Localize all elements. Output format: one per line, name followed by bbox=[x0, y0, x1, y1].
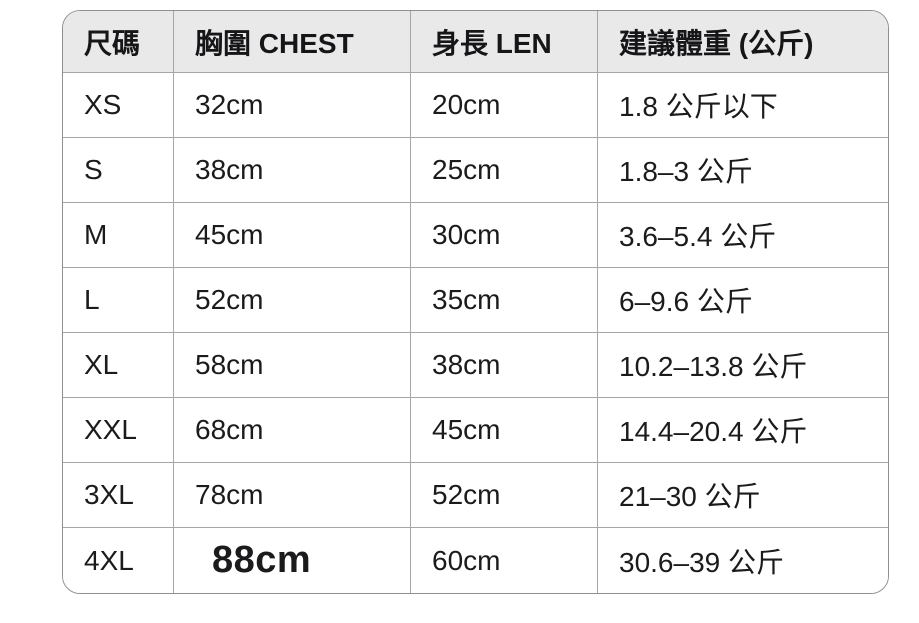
header-cell-length: 身長 LEN bbox=[411, 11, 598, 73]
cell-weight: 6–9.6 公斤 bbox=[598, 268, 888, 333]
table-row-xxl: XXL 68cm 45cm 14.4–20.4 公斤 bbox=[63, 398, 888, 463]
cell-size: 4XL bbox=[63, 528, 174, 593]
cell-size: XXL bbox=[63, 398, 174, 463]
cell-weight: 21–30 公斤 bbox=[598, 463, 888, 528]
cell-weight: 3.6–5.4 公斤 bbox=[598, 203, 888, 268]
cell-size: XS bbox=[63, 73, 174, 138]
cell-length: 25cm bbox=[411, 138, 598, 203]
cell-chest: 32cm bbox=[174, 73, 411, 138]
size-chart-table-container: 尺碼 胸圍 CHEST 身長 LEN 建議體重 (公斤) XS 32cm 20c… bbox=[62, 10, 889, 594]
cell-weight: 30.6–39 公斤 bbox=[598, 528, 888, 593]
cell-weight: 1.8–3 公斤 bbox=[598, 138, 888, 203]
cell-chest: 38cm bbox=[174, 138, 411, 203]
cell-size: XL bbox=[63, 333, 174, 398]
cell-length: 20cm bbox=[411, 73, 598, 138]
cell-length: 35cm bbox=[411, 268, 598, 333]
table-row-xl: XL 58cm 38cm 10.2–13.8 公斤 bbox=[63, 333, 888, 398]
cell-length: 52cm bbox=[411, 463, 598, 528]
cell-length: 38cm bbox=[411, 333, 598, 398]
table-row-m: M 45cm 30cm 3.6–5.4 公斤 bbox=[63, 203, 888, 268]
cell-weight: 10.2–13.8 公斤 bbox=[598, 333, 888, 398]
cell-chest: 78cm bbox=[174, 463, 411, 528]
table-row-s: S 38cm 25cm 1.8–3 公斤 bbox=[63, 138, 888, 203]
header-cell-chest: 胸圍 CHEST bbox=[174, 11, 411, 73]
header-cell-size: 尺碼 bbox=[63, 11, 174, 73]
cell-size: M bbox=[63, 203, 174, 268]
cell-chest: 58cm bbox=[174, 333, 411, 398]
table-body: XS 32cm 20cm 1.8 公斤以下 S 38cm 25cm 1.8–3 … bbox=[63, 73, 888, 593]
table-row-4xl: 4XL 88cm 60cm 30.6–39 公斤 bbox=[63, 528, 888, 593]
header-row: 尺碼 胸圍 CHEST 身長 LEN 建議體重 (公斤) bbox=[63, 11, 888, 73]
cell-length: 45cm bbox=[411, 398, 598, 463]
cell-size: 3XL bbox=[63, 463, 174, 528]
cell-weight: 14.4–20.4 公斤 bbox=[598, 398, 888, 463]
table-header: 尺碼 胸圍 CHEST 身長 LEN 建議體重 (公斤) bbox=[63, 11, 888, 73]
cell-weight: 1.8 公斤以下 bbox=[598, 73, 888, 138]
cell-length: 60cm bbox=[411, 528, 598, 593]
table-row-l: L 52cm 35cm 6–9.6 公斤 bbox=[63, 268, 888, 333]
table-row-3xl: 3XL 78cm 52cm 21–30 公斤 bbox=[63, 463, 888, 528]
table-row-xs: XS 32cm 20cm 1.8 公斤以下 bbox=[63, 73, 888, 138]
size-chart-table: 尺碼 胸圍 CHEST 身長 LEN 建議體重 (公斤) XS 32cm 20c… bbox=[63, 11, 888, 593]
cell-chest-emphasized: 88cm bbox=[174, 528, 411, 593]
cell-size: L bbox=[63, 268, 174, 333]
header-cell-weight: 建議體重 (公斤) bbox=[598, 11, 888, 73]
cell-chest: 52cm bbox=[174, 268, 411, 333]
cell-length: 30cm bbox=[411, 203, 598, 268]
cell-chest: 68cm bbox=[174, 398, 411, 463]
cell-size: S bbox=[63, 138, 174, 203]
cell-chest: 45cm bbox=[174, 203, 411, 268]
